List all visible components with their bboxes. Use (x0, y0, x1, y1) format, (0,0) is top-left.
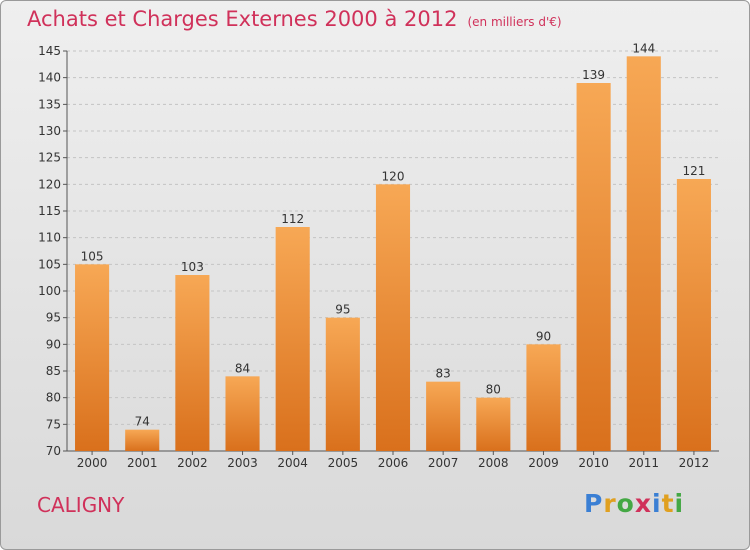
y-tick-label: 105 (38, 257, 61, 271)
y-tick-label: 95 (46, 311, 61, 325)
y-tick-label: 75 (46, 417, 61, 431)
y-tick-label: 115 (38, 204, 61, 218)
x-tick-label: 2007 (428, 456, 459, 470)
y-tick-label: 145 (38, 44, 61, 58)
y-tick-label: 120 (38, 177, 61, 191)
commune-name: CALIGNY (37, 493, 125, 517)
y-tick-label: 140 (38, 71, 61, 85)
x-tick-label: 2008 (478, 456, 509, 470)
chart-unit: (en milliers d'€) (467, 15, 562, 29)
bar (476, 397, 511, 451)
bar (626, 56, 661, 451)
data-label: 139 (582, 68, 605, 82)
x-tick-label: 2000 (77, 456, 108, 470)
chart-title-text: Achats et Charges Externes 2000 à 2012 (27, 7, 458, 31)
logo-letter: i (674, 489, 685, 518)
y-tick-label: 70 (46, 444, 61, 458)
chart-title: Achats et Charges Externes 2000 à 2012 (e… (27, 7, 562, 31)
logo-letter: r (603, 489, 617, 518)
data-label: 84 (235, 361, 250, 375)
x-tick-label: 2009 (528, 456, 559, 470)
data-label: 80 (486, 383, 501, 397)
bar (125, 429, 160, 451)
data-label: 120 (382, 169, 405, 183)
bar (325, 317, 360, 451)
logo-letter: o (616, 489, 635, 518)
bar (676, 179, 711, 451)
x-tick-label: 2006 (378, 456, 409, 470)
x-tick-label: 2011 (628, 456, 659, 470)
y-tick-label: 85 (46, 364, 61, 378)
x-tick-label: 2010 (578, 456, 609, 470)
bar (526, 344, 561, 451)
data-label: 83 (436, 367, 451, 381)
data-label: 103 (181, 260, 204, 274)
y-tick-label: 125 (38, 151, 61, 165)
data-label: 105 (81, 249, 104, 263)
data-label: 121 (682, 164, 705, 178)
logo-letter: t (661, 489, 675, 518)
logo-letter: i (652, 489, 662, 518)
data-label: 95 (335, 303, 350, 317)
bar (375, 184, 411, 452)
bar (275, 227, 310, 451)
y-tick-label: 135 (38, 97, 61, 111)
x-tick-label: 2012 (679, 456, 710, 470)
bar (576, 83, 611, 451)
logo-letter: x (634, 489, 652, 518)
x-tick-label: 2003 (227, 456, 258, 470)
y-tick-label: 130 (38, 124, 61, 138)
y-tick-label: 110 (38, 231, 61, 245)
logo-letter: P (584, 489, 604, 518)
y-tick-label: 100 (38, 284, 61, 298)
x-tick-label: 2004 (277, 456, 308, 470)
data-label: 144 (632, 41, 655, 55)
bar (75, 264, 110, 451)
x-tick-label: 2002 (177, 456, 208, 470)
x-tick-label: 2001 (127, 456, 158, 470)
proxiti-logo: Proxiti (584, 489, 684, 518)
data-label: 90 (536, 329, 551, 343)
bar (175, 275, 210, 451)
bar (225, 376, 260, 451)
data-label: 74 (135, 415, 150, 429)
x-tick-label: 2005 (328, 456, 359, 470)
y-tick-label: 80 (46, 391, 61, 405)
data-label: 112 (281, 212, 304, 226)
y-tick-label: 90 (46, 337, 61, 351)
bar (426, 381, 461, 451)
